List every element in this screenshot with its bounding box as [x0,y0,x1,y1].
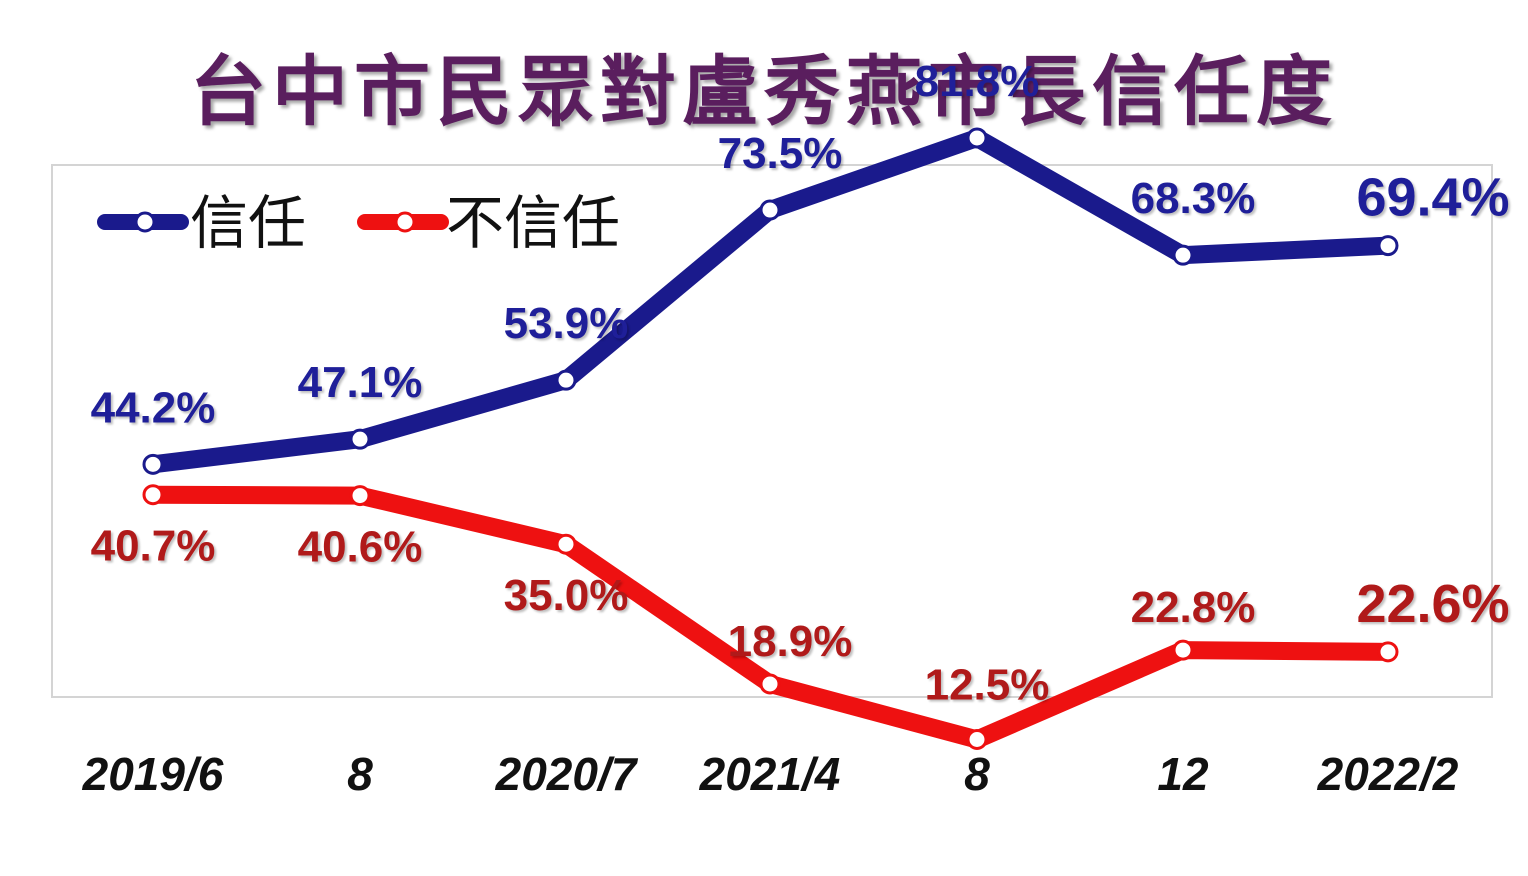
data-label-s2-7: 22.6% [1356,574,1509,634]
data-label-s1-2: 47.1% [298,358,423,407]
data-point-s1-5 [966,127,988,149]
data-labels: 44.2% 47.1% 53.9% 73.5% 81.8% 68.3% 69.4% 40.7%… [91,57,1510,710]
data-point-s2-6 [1172,639,1194,661]
data-label-s2-6: 22.8% [1131,583,1256,632]
data-point-s1-3 [555,369,577,391]
data-point-s1-6 [1172,244,1194,266]
data-point-s2-5 [966,729,988,750]
x-tick-label-5: 8 [964,748,990,800]
data-label-s2-3: 35.0% [504,571,629,620]
data-label-s1-6: 68.3% [1131,174,1256,223]
data-point-s2-3 [555,533,577,555]
legend-label-1: 信任 [190,189,306,257]
legend: 信任 不信任 [97,189,620,257]
data-label-s1-3: 53.9% [504,299,629,348]
data-label-s1-4: 73.5% [718,129,843,178]
page-title: 台中市民眾對盧秀燕市長信任度 [190,47,1338,136]
x-tick-label-6: 12 [1157,748,1209,800]
x-axis: 2019/6 8 2020/7 2021/4 8 12 2022/2 [82,748,1459,800]
legend-marker-2 [394,211,416,233]
legend-label-2: 不信任 [446,189,620,257]
data-point-s2-7 [1377,641,1399,663]
x-tick-label-3: 2020/7 [495,748,639,800]
data-label-s2-1: 40.7% [91,522,216,571]
x-tick-label-4: 2021/4 [699,748,841,800]
data-label-s2-2: 40.6% [298,523,423,572]
x-tick-label-2: 8 [347,748,373,800]
x-tick-label-7: 2022/2 [1317,748,1459,800]
data-label-s1-7: 69.4% [1356,168,1509,228]
x-tick-label-1: 2019/6 [82,748,224,800]
data-label-s1-1: 44.2% [91,383,216,432]
data-point-s2-4 [759,673,781,695]
data-point-s2-1 [142,484,164,506]
series-points [142,127,1399,750]
data-label-s2-4: 18.9% [728,617,853,666]
legend-marker-1 [134,211,156,233]
data-label-s2-5: 12.5% [925,661,1050,710]
data-point-s1-2 [349,428,371,450]
data-label-s1-5: 81.8% [915,57,1040,106]
data-point-s1-1 [142,453,164,475]
data-point-s1-7 [1377,235,1399,257]
data-point-s1-4 [759,199,781,221]
data-point-s2-2 [349,485,371,507]
